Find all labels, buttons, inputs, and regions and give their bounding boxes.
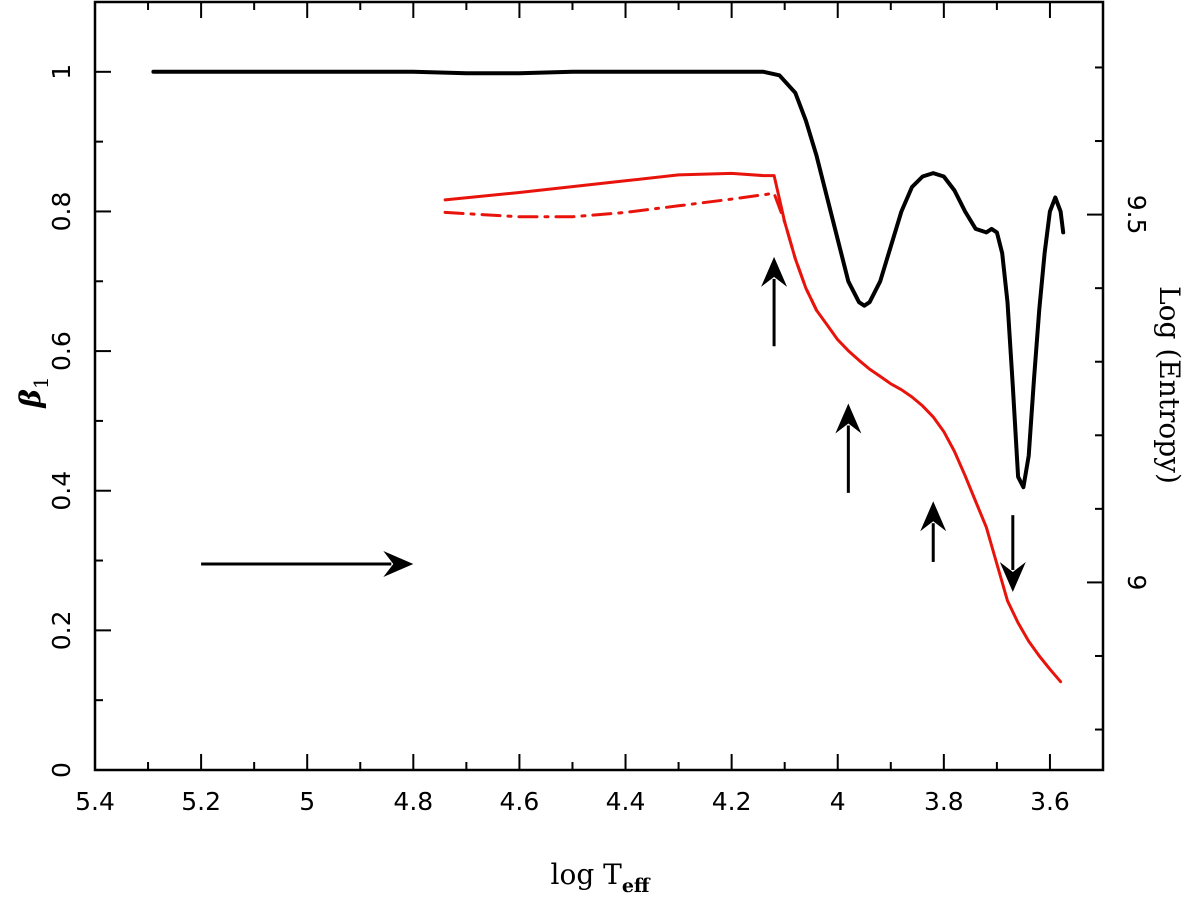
y-left-tick-label: 0.6 — [47, 331, 76, 371]
arrow-head — [920, 501, 947, 532]
x-tick-label: 5.4 — [75, 787, 115, 816]
x-tick-label: 5.2 — [181, 787, 221, 816]
y-axis-left-title: β1 — [14, 376, 53, 408]
x-tick-label: 4.4 — [606, 787, 646, 816]
arrow-up-3.82 — [920, 501, 947, 562]
x-tick-label: 5 — [299, 787, 315, 816]
x-axis-title: log Teff — [551, 858, 651, 897]
arrow-up-4.12 — [761, 256, 788, 347]
arrow-head — [761, 256, 788, 287]
y-left-tick-label: 0.8 — [47, 192, 76, 232]
arrow-head — [999, 561, 1026, 592]
arrow-up-3.98 — [835, 403, 862, 493]
arrow-evolution-direction — [201, 551, 414, 578]
series-log-entropy-alt — [443, 191, 818, 312]
y-left-tick-label: 0.4 — [47, 471, 76, 511]
x-tick-label: 4.8 — [393, 787, 433, 816]
y-right-tick-label: 9.5 — [1122, 195, 1151, 235]
arrow-down-3.67 — [999, 515, 1026, 592]
series-log-entropy — [443, 171, 1063, 684]
arrow-head — [383, 551, 414, 578]
y-left-tick-label: 0.2 — [47, 610, 76, 650]
y-left-tick-label: 0 — [47, 762, 76, 778]
arrow-head — [835, 403, 862, 434]
x-tick-label: 3.6 — [1030, 787, 1070, 816]
x-tick-label: 4 — [830, 787, 846, 816]
arrows — [201, 256, 1026, 592]
y-left-tick-label: 1 — [47, 64, 76, 80]
y-right-tick-label: 9 — [1122, 574, 1151, 590]
x-tick-label: 4.2 — [712, 787, 752, 816]
series-beta1 — [151, 69, 1066, 490]
ticks: 5.4 5.2 5 4.8 4.6 4.4 4.2 4 3.8 3.6 0 0.2 0.4 0.6 0.8 1… — [47, 1, 1151, 816]
x-tick-label: 3.8 — [924, 787, 964, 816]
x-tick-label: 4.6 — [500, 787, 540, 816]
y-axis-right-title: Log (Entropy) — [1153, 286, 1186, 484]
plot-frame — [93, 0, 1105, 772]
series — [151, 69, 1066, 684]
